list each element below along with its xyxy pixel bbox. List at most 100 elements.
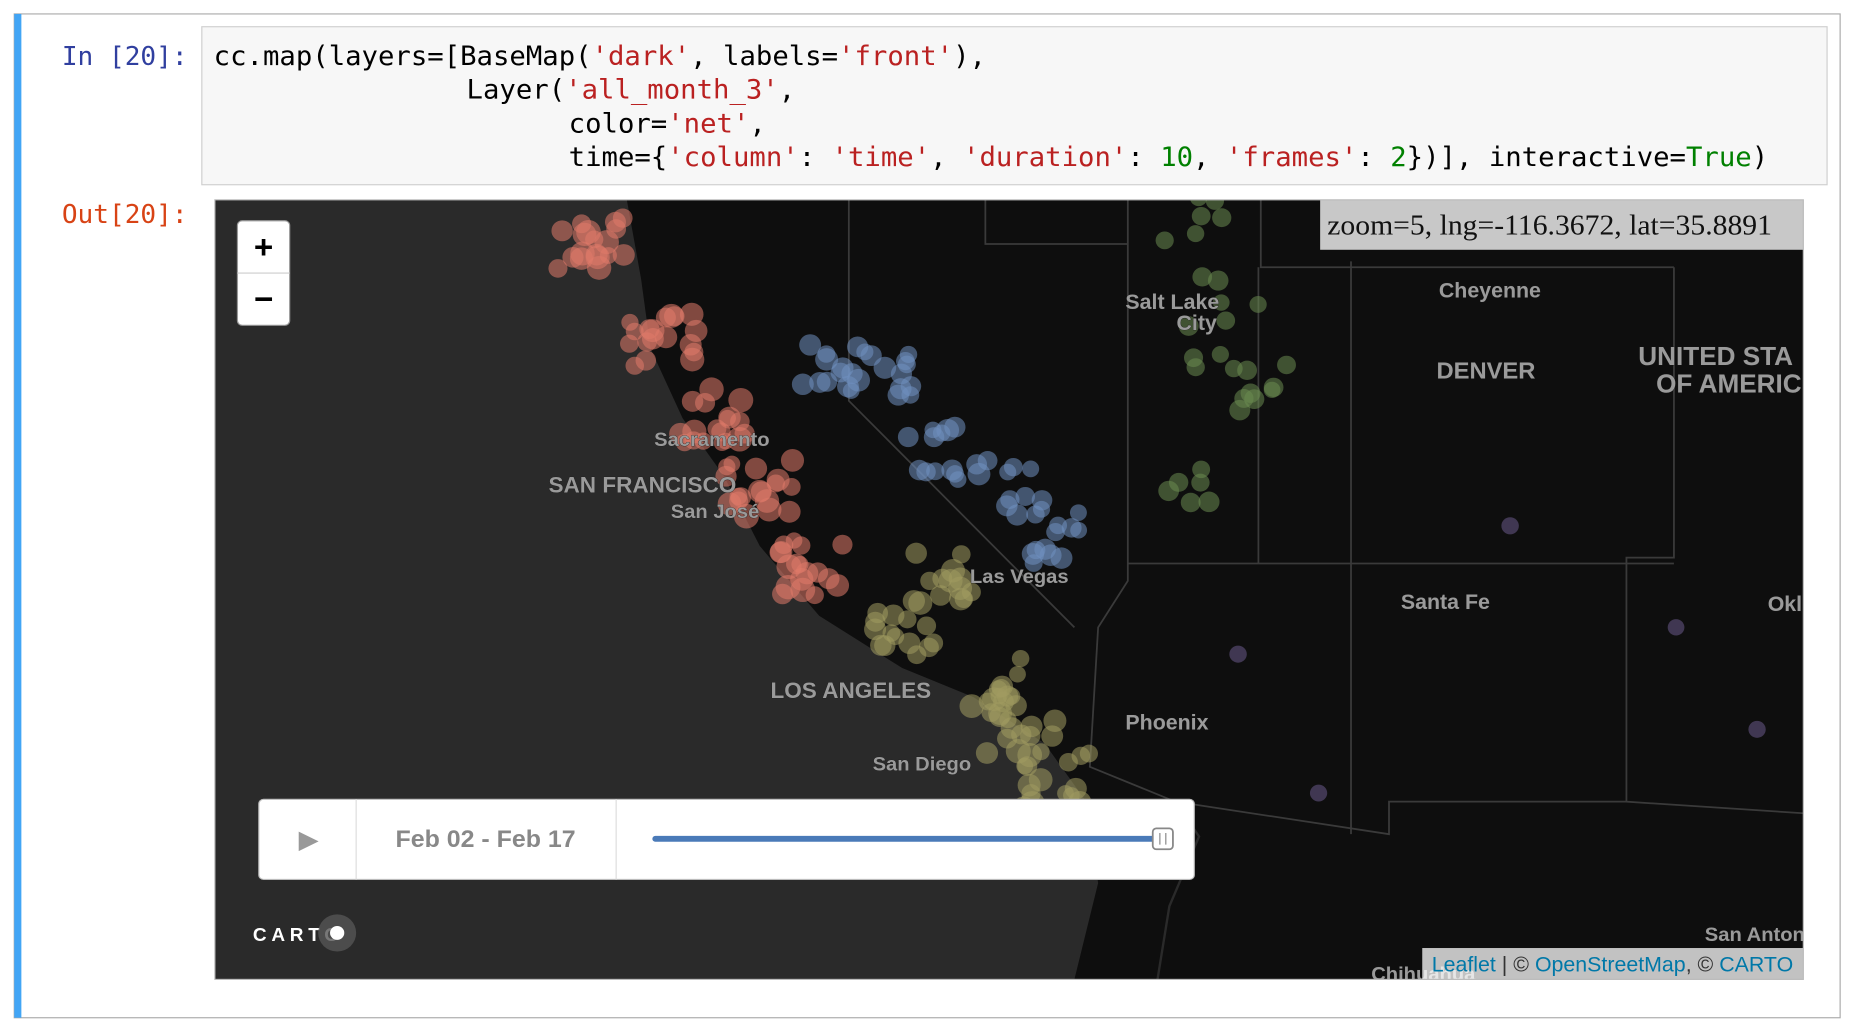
data-point bbox=[730, 412, 750, 432]
data-point bbox=[1180, 492, 1201, 513]
data-point bbox=[916, 616, 937, 636]
output-prompt: Out[20]: bbox=[62, 200, 188, 230]
data-point bbox=[886, 627, 905, 646]
attribution-link[interactable]: CARTO bbox=[1719, 953, 1793, 976]
code-token: , bbox=[779, 75, 795, 106]
code-token: color= bbox=[569, 109, 668, 140]
data-point bbox=[684, 342, 704, 362]
map-label: Sacramento bbox=[654, 429, 769, 451]
data-point bbox=[744, 457, 768, 480]
zoom-in[interactable]: + bbox=[254, 228, 273, 265]
data-point bbox=[1017, 773, 1041, 797]
data-point bbox=[1046, 522, 1065, 542]
slider-handle[interactable] bbox=[1151, 827, 1174, 851]
data-point bbox=[897, 355, 916, 374]
map-label: Salt Lake bbox=[1125, 291, 1219, 314]
code-token: 'time' bbox=[832, 142, 931, 173]
data-point bbox=[711, 422, 731, 442]
data-point bbox=[897, 426, 919, 448]
data-point bbox=[780, 449, 805, 472]
data-point bbox=[1207, 270, 1229, 291]
info-text: zoom=5, lng=-116.3672, lat=35.8891 bbox=[1327, 210, 1772, 242]
data-point bbox=[1015, 486, 1035, 507]
data-point bbox=[1000, 490, 1020, 509]
attribution-box bbox=[1422, 948, 1804, 980]
code-token: : bbox=[1127, 142, 1160, 173]
code-token: , bbox=[930, 142, 963, 173]
data-point bbox=[641, 319, 665, 343]
data-point bbox=[887, 384, 910, 406]
data-point bbox=[865, 611, 886, 632]
code-token: 'net' bbox=[667, 109, 749, 140]
code-token: 10 bbox=[1160, 142, 1193, 173]
play-button[interactable]: ▶ bbox=[299, 826, 319, 854]
data-point bbox=[975, 742, 999, 764]
data-point bbox=[1198, 491, 1220, 513]
data-point bbox=[791, 373, 814, 396]
attribution-text: | © bbox=[1496, 953, 1535, 976]
code-token: cc.map(layers=[BaseMap( bbox=[214, 41, 592, 72]
data-point bbox=[954, 590, 974, 609]
data-point bbox=[920, 571, 939, 591]
data-point bbox=[1191, 206, 1211, 226]
map-label: Cheyenne bbox=[1439, 280, 1541, 303]
data-point bbox=[1234, 389, 1254, 408]
map-label: San Diego bbox=[873, 753, 972, 775]
data-point bbox=[1237, 360, 1258, 381]
data-point bbox=[932, 424, 951, 442]
code-token: })], interactive= bbox=[1407, 142, 1686, 173]
attribution-link[interactable]: Leaflet bbox=[1432, 953, 1496, 976]
data-point bbox=[1229, 645, 1247, 663]
code-token: 'duration' bbox=[963, 142, 1127, 173]
data-point bbox=[695, 393, 716, 413]
data-point bbox=[620, 334, 639, 353]
code-token: 'dark' bbox=[592, 41, 691, 72]
data-point bbox=[1211, 345, 1229, 363]
map-label: Phoenix bbox=[1125, 712, 1208, 735]
data-point bbox=[949, 471, 967, 488]
borders bbox=[847, 199, 1804, 836]
data-point bbox=[1205, 199, 1225, 210]
data-point bbox=[841, 363, 863, 385]
data-point bbox=[860, 345, 882, 366]
data-point bbox=[1020, 715, 1043, 738]
attribution-link[interactable]: OpenStreetMap bbox=[1535, 953, 1686, 976]
data-point bbox=[832, 534, 853, 555]
data-point bbox=[816, 371, 838, 392]
map-label: Las Vegas bbox=[970, 566, 1069, 588]
data-point bbox=[1501, 517, 1519, 535]
logo-dot bbox=[330, 925, 345, 940]
data-point bbox=[1186, 358, 1205, 377]
data-point bbox=[799, 334, 822, 356]
code-token: time={ bbox=[569, 142, 668, 173]
data-point bbox=[817, 345, 836, 363]
data-point bbox=[918, 637, 939, 658]
data-point bbox=[1224, 359, 1243, 378]
data-point bbox=[988, 680, 1008, 699]
data-point bbox=[1009, 665, 1026, 683]
code-editor[interactable] bbox=[201, 26, 1828, 186]
data-point bbox=[1005, 695, 1027, 717]
ocean bbox=[214, 199, 1099, 980]
code-token: 'column' bbox=[667, 142, 798, 173]
data-point bbox=[1216, 311, 1236, 330]
data-point bbox=[1191, 473, 1210, 492]
data-point bbox=[842, 382, 860, 399]
data-point bbox=[1011, 650, 1030, 668]
data-point bbox=[1748, 720, 1766, 738]
attribution-text: , © bbox=[1686, 953, 1720, 976]
data-point bbox=[791, 536, 811, 555]
map-label: OF AMERIC bbox=[1656, 371, 1802, 399]
data-point bbox=[1178, 316, 1199, 336]
data-point bbox=[1041, 725, 1064, 747]
data-point bbox=[679, 302, 704, 326]
carto-logo: CARTO bbox=[253, 924, 344, 945]
data-point bbox=[659, 303, 684, 328]
map-label: San Anton bbox=[1705, 924, 1805, 946]
zoom-out[interactable]: − bbox=[254, 281, 273, 318]
data-point bbox=[621, 313, 639, 331]
data-point bbox=[1064, 777, 1087, 800]
data-point bbox=[723, 455, 741, 473]
data-points bbox=[548, 199, 1766, 817]
data-point bbox=[1249, 296, 1267, 313]
